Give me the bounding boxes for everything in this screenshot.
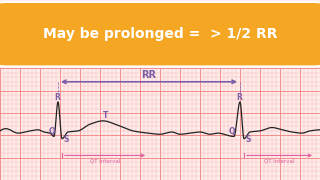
Text: May be prolonged =  > 1/2 RR: May be prolonged = > 1/2 RR	[43, 27, 277, 41]
Text: S: S	[245, 135, 250, 144]
Text: Q: Q	[49, 127, 55, 136]
Text: QT Interval: QT Interval	[90, 159, 120, 164]
Text: T: T	[103, 111, 108, 120]
Text: S: S	[63, 135, 68, 144]
Text: R: R	[54, 93, 60, 102]
Text: QT Interval: QT Interval	[264, 159, 295, 164]
FancyBboxPatch shape	[0, 2, 320, 66]
Text: R: R	[236, 93, 242, 102]
Text: Q: Q	[229, 127, 236, 136]
Text: RR: RR	[141, 69, 156, 80]
